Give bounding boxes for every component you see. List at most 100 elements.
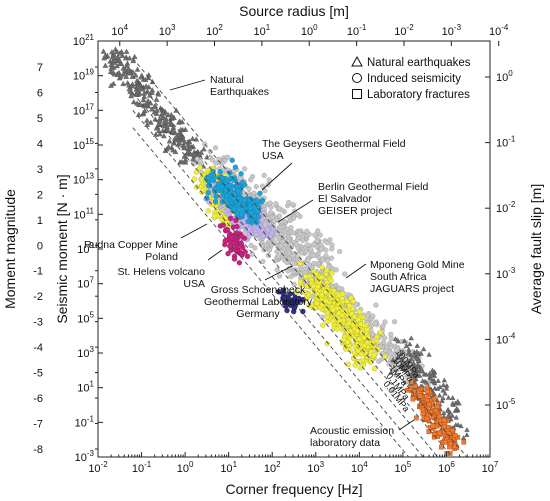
data-point bbox=[290, 202, 296, 208]
annotation-text: laboratory data bbox=[310, 437, 380, 449]
y-tick-label: 107 bbox=[77, 276, 94, 291]
data-point bbox=[417, 393, 423, 399]
data-point bbox=[371, 352, 377, 358]
data-point bbox=[355, 348, 361, 354]
data-point bbox=[344, 298, 350, 305]
data-point bbox=[345, 361, 351, 367]
data-point bbox=[336, 285, 342, 291]
top-tick-label: 10-2 bbox=[394, 23, 414, 38]
legend-label: Induced seismicity bbox=[367, 73, 461, 85]
data-point bbox=[405, 350, 411, 356]
mag-tick-label: 5 bbox=[37, 113, 43, 125]
data-point bbox=[380, 323, 386, 329]
data-point bbox=[327, 237, 333, 243]
data-point bbox=[153, 96, 160, 102]
data-point bbox=[224, 227, 231, 233]
data-point bbox=[231, 175, 238, 181]
data-point bbox=[346, 320, 352, 327]
data-point bbox=[314, 300, 320, 307]
data-point bbox=[442, 439, 448, 445]
data-point bbox=[273, 201, 279, 207]
data-point bbox=[447, 441, 453, 447]
data-point bbox=[382, 319, 388, 325]
data-point bbox=[265, 227, 271, 233]
data-point bbox=[232, 164, 239, 170]
x-tick-label: 101 bbox=[220, 460, 237, 475]
data-point bbox=[162, 117, 168, 123]
y-tick-label: 1011 bbox=[73, 206, 94, 221]
annotation-text: South Africa bbox=[370, 271, 427, 283]
slip-tick-label: 100 bbox=[496, 69, 513, 84]
y-tick-label: 101 bbox=[77, 380, 94, 395]
x-tick-label: 106 bbox=[438, 460, 455, 475]
data-point bbox=[111, 57, 118, 63]
data-point bbox=[324, 341, 330, 347]
data-point bbox=[370, 313, 376, 319]
x-tick-label: 103 bbox=[307, 460, 324, 475]
data-point bbox=[440, 395, 446, 401]
mag-tick-label: -8 bbox=[33, 444, 43, 456]
data-point bbox=[191, 151, 197, 157]
data-point bbox=[248, 210, 255, 216]
data-point bbox=[305, 292, 312, 298]
data-point bbox=[415, 362, 421, 367]
data-point bbox=[115, 54, 121, 60]
data-point bbox=[364, 326, 370, 333]
x-tick-label: 105 bbox=[395, 460, 412, 475]
data-point bbox=[439, 398, 445, 404]
data-point bbox=[414, 343, 420, 348]
data-point bbox=[286, 200, 292, 206]
data-point bbox=[259, 183, 265, 189]
data-point bbox=[251, 218, 257, 225]
data-point bbox=[319, 274, 325, 280]
data-point bbox=[225, 154, 231, 160]
data-point bbox=[235, 188, 241, 194]
data-point bbox=[330, 307, 336, 313]
data-point bbox=[290, 230, 297, 236]
data-point bbox=[291, 281, 297, 288]
data-point bbox=[172, 137, 179, 143]
data-point bbox=[431, 414, 436, 420]
data-point bbox=[407, 386, 413, 391]
data-point bbox=[442, 390, 448, 396]
y-tick-label: 10-3 bbox=[75, 449, 95, 464]
data-point bbox=[210, 177, 217, 184]
x-tick-label: 10-2 bbox=[88, 460, 108, 475]
data-point bbox=[388, 331, 394, 337]
scatter-clouds bbox=[100, 46, 470, 456]
data-point bbox=[355, 317, 361, 323]
data-point bbox=[304, 242, 310, 248]
data-point bbox=[187, 151, 194, 157]
data-point bbox=[205, 208, 212, 214]
data-point bbox=[364, 340, 371, 346]
data-point bbox=[337, 249, 343, 255]
data-point bbox=[323, 298, 329, 304]
data-point bbox=[156, 127, 162, 134]
data-point bbox=[346, 303, 353, 309]
data-point bbox=[224, 177, 231, 184]
data-point bbox=[252, 245, 258, 251]
data-point bbox=[242, 166, 248, 172]
data-point bbox=[153, 125, 160, 131]
data-point bbox=[319, 246, 325, 252]
data-point bbox=[371, 366, 378, 372]
data-point bbox=[276, 206, 282, 212]
data-point bbox=[161, 133, 167, 139]
data-point bbox=[191, 176, 198, 182]
annotation-text: JAGUARS project bbox=[370, 283, 454, 295]
stress-drop-line bbox=[132, 127, 410, 458]
data-point bbox=[357, 365, 364, 371]
legend-label: Natural earthquakes bbox=[367, 57, 471, 69]
data-point bbox=[300, 308, 306, 315]
data-point bbox=[452, 433, 458, 438]
data-point bbox=[147, 92, 153, 98]
data-point bbox=[398, 364, 404, 370]
data-point bbox=[284, 307, 290, 314]
data-point bbox=[210, 157, 216, 163]
slip-tick-label: 10-5 bbox=[496, 397, 516, 412]
data-point bbox=[185, 148, 191, 154]
data-point bbox=[429, 372, 435, 377]
mag-tick-label: -3 bbox=[33, 317, 43, 329]
data-point bbox=[233, 230, 240, 236]
data-point bbox=[414, 348, 420, 354]
